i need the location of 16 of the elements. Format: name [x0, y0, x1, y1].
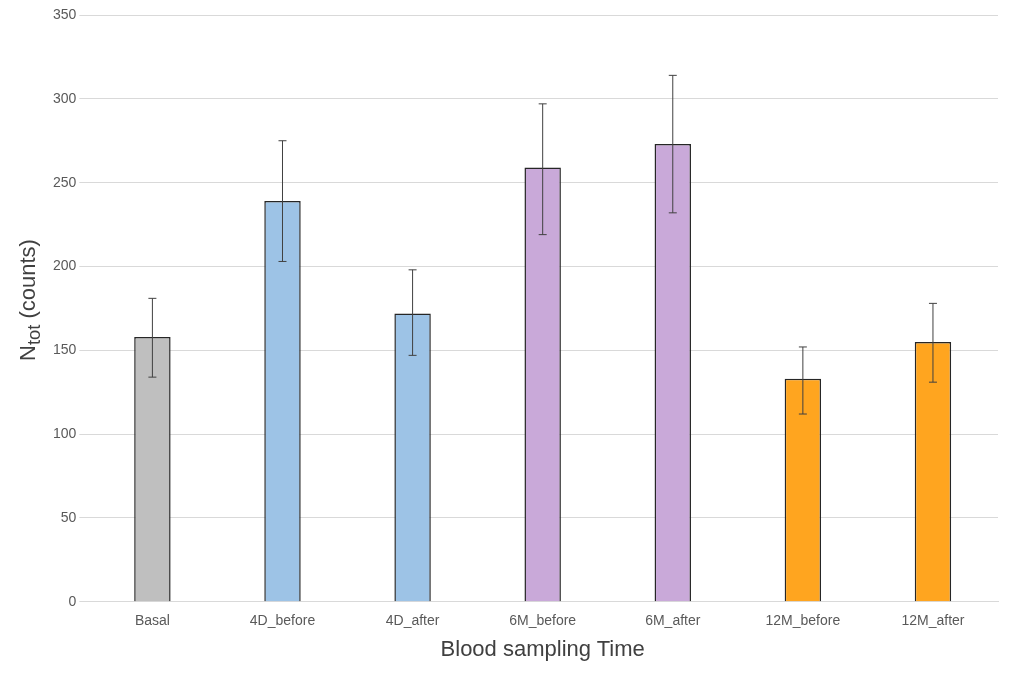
x-tick-label: 4D_after — [385, 612, 440, 629]
y-tick-label: 200 — [53, 257, 77, 274]
x-tick-label: 12M_before — [765, 612, 841, 629]
y-tick-label: 300 — [53, 89, 77, 106]
y-tick-label: 50 — [60, 508, 77, 525]
y-tick-label: 100 — [53, 425, 77, 441]
x-axis-title: Blood sampling Time — [440, 635, 645, 661]
x-tick-label: Basal — [134, 612, 170, 629]
y-tick-label: 250 — [53, 173, 77, 190]
y-tick-label: 150 — [53, 341, 77, 358]
y-tick-label: 0 — [68, 592, 77, 609]
x-tick-label: 6M_before — [509, 612, 577, 629]
x-tick-label: 6M_after — [645, 612, 701, 629]
y-tick-label: 350 — [53, 5, 77, 22]
x-tick-label: 12M_after — [901, 612, 965, 629]
x-tick-label: 4D_before — [249, 612, 316, 629]
